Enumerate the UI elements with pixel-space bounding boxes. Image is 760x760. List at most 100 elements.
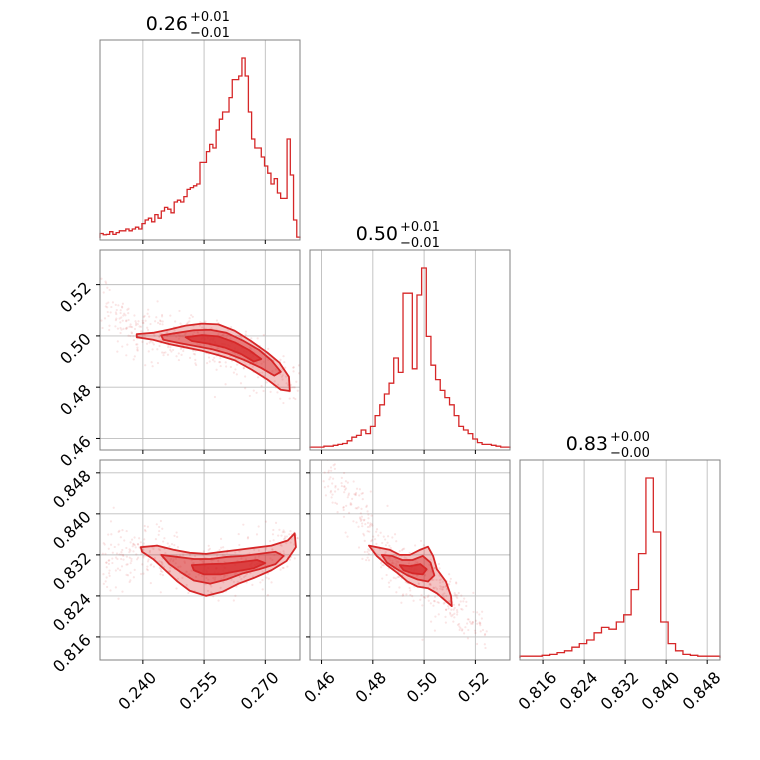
sample-point [363, 539, 366, 542]
sample-point [140, 552, 143, 556]
sample-point [430, 570, 433, 573]
sample-point [271, 558, 274, 562]
sample-point [219, 361, 222, 364]
sample-point [375, 530, 378, 533]
sample-point [111, 557, 114, 560]
sample-point [464, 626, 467, 629]
frames-layer [99, 39, 721, 661]
sample-point [442, 586, 445, 589]
y-tick-label-2-3: 0.840 [49, 507, 95, 553]
sample-point [359, 512, 362, 515]
sample-point [132, 335, 135, 338]
sample-point [389, 579, 392, 582]
sample-point [127, 307, 130, 310]
sample-point [282, 550, 285, 553]
sample-point [146, 326, 149, 329]
sample-point [156, 348, 159, 351]
sample-point [172, 560, 175, 563]
sample-point [363, 518, 366, 521]
sample-point [393, 533, 397, 536]
sample-point [104, 580, 107, 583]
sample-point [200, 559, 204, 562]
sample-point [102, 542, 105, 545]
sample-point [333, 490, 337, 493]
sample-point [235, 373, 238, 376]
sample-point [174, 557, 178, 560]
sample-point [354, 493, 357, 497]
sample-point [282, 529, 285, 532]
sample-point [458, 628, 461, 632]
sample-point [152, 547, 155, 551]
sample-point [161, 527, 164, 530]
sample-point [448, 573, 451, 576]
sample-point [174, 320, 177, 323]
sample-point [288, 558, 292, 561]
sample-point [237, 532, 240, 536]
sample-point [158, 566, 161, 570]
sample-point [143, 314, 146, 318]
sample-point [217, 599, 220, 602]
sample-point [283, 535, 287, 538]
sample-point [280, 544, 283, 547]
sample-point [195, 363, 198, 367]
sample-point [176, 577, 180, 580]
sample-point [146, 312, 149, 315]
sample-point [125, 319, 128, 322]
sample-point [222, 576, 225, 579]
sample-point [191, 333, 195, 336]
sample-point [142, 315, 145, 319]
sample-point [466, 637, 470, 640]
sample-point [384, 538, 387, 541]
sample-point [161, 320, 164, 323]
sample-point [120, 557, 123, 561]
sample-point [156, 361, 160, 365]
sample-point [457, 591, 460, 595]
sample-point [400, 601, 403, 604]
sample-point [476, 611, 479, 614]
sample-point [366, 525, 370, 529]
sample-point [160, 315, 164, 318]
sample-point [427, 594, 430, 597]
sample-point [123, 539, 126, 542]
sample-point [219, 586, 222, 589]
sample-point [439, 587, 442, 590]
sample-point [448, 600, 451, 603]
sample-point [246, 536, 250, 539]
sample-point [455, 581, 458, 584]
sample-point [439, 578, 443, 581]
sample-point [363, 534, 366, 537]
sample-point [423, 573, 426, 576]
sample-point [331, 482, 334, 485]
sample-point [342, 505, 345, 509]
sample-point [282, 401, 285, 405]
sample-point [197, 573, 200, 576]
sample-point [125, 354, 128, 357]
sample-point [217, 352, 220, 355]
sample-point [224, 361, 227, 364]
sample-point [388, 544, 391, 547]
sample-point [369, 523, 372, 527]
sample-point [361, 525, 364, 528]
sample-point [357, 546, 361, 549]
sample-point [360, 518, 363, 521]
sample-point [453, 592, 456, 595]
sample-point [234, 368, 237, 371]
sample-point [185, 570, 188, 573]
sample-point [162, 540, 165, 543]
sample-point [121, 345, 124, 348]
sample-point [369, 522, 372, 525]
sample-point [281, 530, 284, 534]
sample-point [444, 615, 447, 618]
sample-point [327, 469, 330, 472]
sample-point [193, 554, 197, 558]
sample-point [158, 319, 162, 322]
sample-point [280, 534, 283, 537]
sample-point [222, 581, 225, 584]
sample-point [343, 485, 346, 488]
sample-point [456, 623, 460, 626]
sample-point [415, 561, 418, 565]
sample-point [328, 478, 331, 481]
sample-point [151, 365, 154, 368]
sample-point [408, 551, 411, 555]
sample-point [240, 578, 243, 581]
